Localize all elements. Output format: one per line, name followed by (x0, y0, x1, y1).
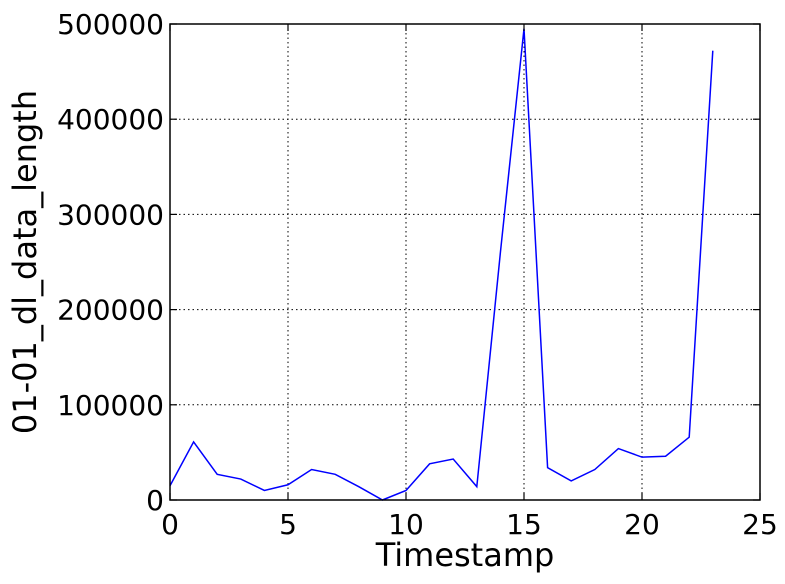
series-line (169, 28, 714, 501)
y-tick-label: 500000 (57, 8, 164, 41)
x-tick-label: 20 (624, 508, 660, 541)
x-tick-label: 5 (279, 508, 297, 541)
x-tick-label: 25 (742, 508, 778, 541)
x-tick-label: 0 (161, 508, 179, 541)
y-tick-label: 100000 (57, 389, 164, 422)
y-axis-label: 01-01_dl_data_length (6, 90, 44, 434)
y-tick-label: 300000 (57, 198, 164, 231)
y-axis-ticks: 0 100000 200000 300000 400000 500000 (57, 8, 760, 517)
plot-area-frame (169, 23, 761, 501)
series-layer (169, 28, 714, 501)
x-axis-ticks: 0 5 10 15 20 25 (161, 24, 778, 541)
x-axis-label: Timestamp (375, 536, 555, 574)
x-tick-label: 15 (506, 508, 542, 541)
y-tick-label: 0 (146, 484, 164, 517)
x-tick-label: 10 (388, 508, 424, 541)
grid-lines (170, 24, 760, 500)
y-tick-label: 200000 (57, 294, 164, 327)
y-tick-label: 400000 (57, 103, 164, 136)
